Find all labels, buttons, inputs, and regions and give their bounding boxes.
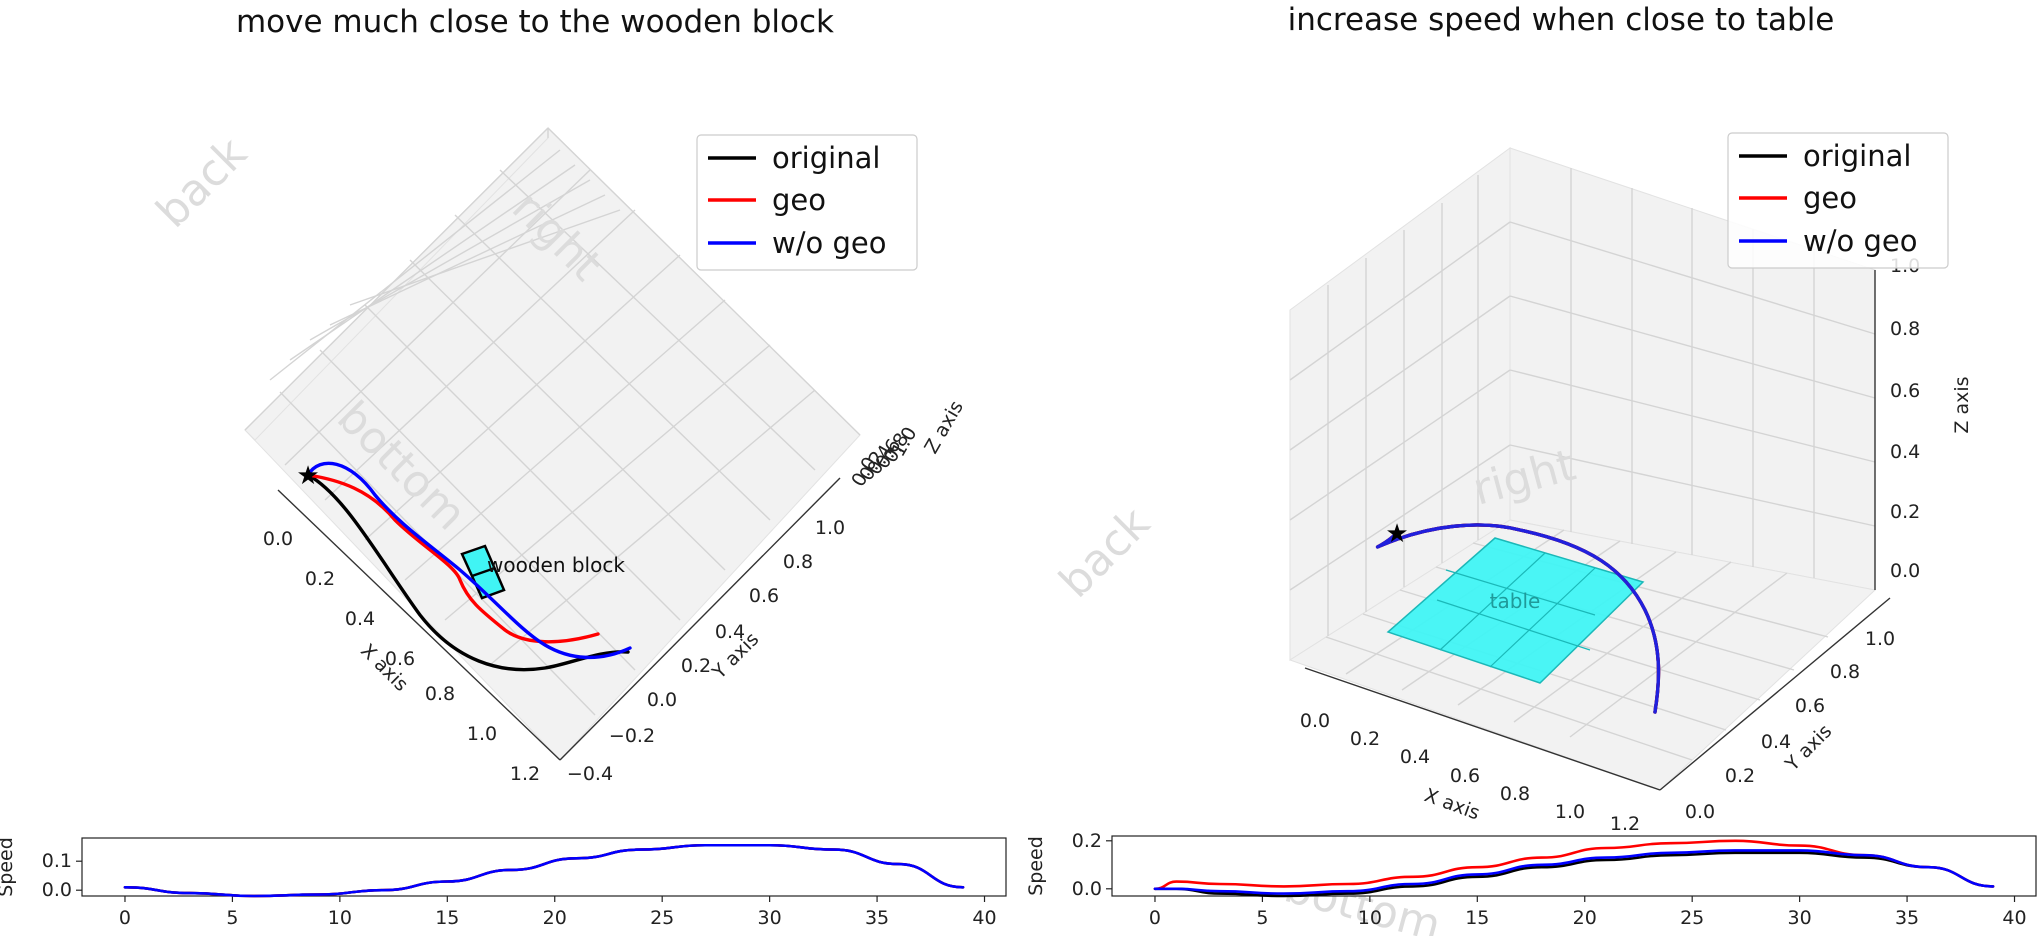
speed-left-ytick-label: 0.0 bbox=[42, 879, 72, 901]
right-y-axis-line bbox=[1659, 597, 1891, 791]
left-trace-geo bbox=[306, 473, 600, 644]
table-label: table bbox=[1490, 589, 1541, 613]
left-ytick: 0.2 bbox=[681, 655, 711, 677]
speed-left-xtick-label: 35 bbox=[865, 907, 889, 929]
left-xtick: 0.2 bbox=[305, 568, 335, 590]
speed-left-xtick-label: 30 bbox=[758, 907, 782, 929]
right-z-axis-label: Z axis bbox=[1951, 376, 1973, 433]
right-legend-label-original: original bbox=[1803, 139, 1911, 173]
right-y-ticks: 0.0 0.2 0.4 0.6 0.8 1.0 bbox=[1685, 628, 1895, 823]
right-ytick: 0.4 bbox=[1761, 731, 1791, 753]
right-legend: original geo w/o geo bbox=[1727, 132, 1949, 269]
right-xtick: 0.6 bbox=[1450, 765, 1480, 787]
speed-right-xtick-label: 30 bbox=[1788, 907, 1812, 929]
speed-left-xtick-label: 20 bbox=[543, 907, 567, 929]
speed-right-xtick-label: 10 bbox=[1358, 907, 1382, 929]
speed-left-xtick-label: 25 bbox=[650, 907, 674, 929]
speed-right-line-original bbox=[1153, 851, 1995, 898]
right-legend-label-wogeo: w/o geo bbox=[1803, 224, 1917, 258]
right-legend-label-geo: geo bbox=[1803, 181, 1857, 215]
left-start-marker-icon: ★ bbox=[296, 461, 319, 491]
left-y-axis-line bbox=[559, 477, 841, 761]
left-grid bbox=[244, 127, 861, 716]
left-xtick: 0.4 bbox=[345, 608, 375, 630]
speed-left-xtick-label: 10 bbox=[328, 907, 352, 929]
speed-right-axes-frame bbox=[1111, 835, 2037, 897]
speed-right-xtick-label: 25 bbox=[1680, 907, 1704, 929]
right-xtick: 1.0 bbox=[1555, 801, 1585, 823]
left-legend-label-wogeo: w/o geo bbox=[772, 226, 886, 260]
speed-right-xtick-label: 5 bbox=[1256, 907, 1268, 929]
right-ztick: 0.8 bbox=[1890, 318, 1920, 340]
speed-plot-right: 0 5 10 15 20 25 30 35 40 0.0 0.2 Speed bbox=[1025, 830, 2037, 929]
left-z-ticks: 0.0 0.2 0.4 0.6 0.8 1.0 bbox=[847, 423, 921, 490]
speed-left-line-wogeo bbox=[123, 843, 965, 898]
left-xtick: 1.0 bbox=[467, 723, 497, 745]
right-xtick: 0.0 bbox=[1300, 710, 1330, 732]
left-x-axis-line bbox=[277, 489, 561, 761]
right-ytick: 0.8 bbox=[1830, 661, 1860, 683]
right-trace-wogeo bbox=[1375, 523, 1661, 714]
right-ytick: 0.6 bbox=[1795, 695, 1825, 717]
right-ztick: 0.6 bbox=[1890, 380, 1920, 402]
speed-right-xtick-label: 40 bbox=[2002, 907, 2026, 929]
left-xtick: 0.0 bbox=[263, 528, 293, 550]
plot3d-left-title: move much close to the wooden block bbox=[236, 4, 834, 40]
right-xtick: 0.4 bbox=[1400, 746, 1430, 768]
left-xtick: 1.2 bbox=[510, 763, 540, 785]
right-start-marker-icon: ★ bbox=[1385, 519, 1408, 549]
right-x-axis-line bbox=[1304, 667, 1661, 791]
speed-left-xtick-label: 0 bbox=[119, 907, 131, 929]
speed-plot-left: 0 5 10 15 20 25 30 35 40 0.0 0.1 Speed bbox=[0, 837, 1007, 929]
right-ytick: 0.0 bbox=[1685, 801, 1715, 823]
speed-right-line-wogeo bbox=[1153, 849, 1995, 895]
right-xtick: 0.2 bbox=[1350, 728, 1380, 750]
speed-left-xtick-label: 40 bbox=[972, 907, 996, 929]
wooden-block-label: wooden block bbox=[487, 553, 625, 577]
left-xtick: 0.8 bbox=[425, 683, 455, 705]
right-xtick: 0.8 bbox=[1500, 783, 1530, 805]
left-trace-original bbox=[306, 473, 630, 672]
plot3d-right: increase speed when close to table bbox=[1050, 2, 1973, 936]
speed-right-xtick-label: 20 bbox=[1573, 907, 1597, 929]
right-x-ticks: 0.0 0.2 0.4 0.6 0.8 1.0 1.2 bbox=[1300, 710, 1640, 835]
left-ytick: −0.4 bbox=[567, 763, 613, 785]
speed-right-ylabel: Speed bbox=[1025, 836, 1047, 896]
table-obstacle bbox=[1386, 537, 1645, 684]
left-legend: original geo w/o geo bbox=[696, 134, 918, 271]
speed-right-xtick-label: 0 bbox=[1149, 907, 1161, 929]
left-legend-box bbox=[696, 134, 918, 271]
speed-right-xtick-label: 15 bbox=[1465, 907, 1489, 929]
right-ztick: 0.2 bbox=[1890, 501, 1920, 523]
right-xtick: 1.2 bbox=[1610, 813, 1640, 835]
left-legend-label-geo: geo bbox=[772, 183, 826, 217]
plot3d-left: move much close to the wooden block bbox=[147, 4, 968, 785]
left-trace-wogeo bbox=[306, 461, 632, 660]
left-ytick: 1.0 bbox=[815, 517, 845, 539]
right-ztick: 0.0 bbox=[1890, 560, 1920, 582]
right-ytick: 1.0 bbox=[1865, 628, 1895, 650]
speed-right-xtick-label: 35 bbox=[1895, 907, 1919, 929]
plot3d-right-title: increase speed when close to table bbox=[1288, 2, 1835, 38]
speed-left-xtick-label: 15 bbox=[435, 907, 459, 929]
left-xtick: 0.6 bbox=[385, 648, 415, 670]
left-ytick: 0.4 bbox=[715, 621, 745, 643]
left-legend-label-original: original bbox=[772, 141, 880, 175]
speed-right-ytick-label: 0.2 bbox=[1072, 830, 1102, 852]
right-legend-box bbox=[1727, 132, 1949, 269]
speed-left-axes-frame bbox=[81, 837, 1007, 897]
right-ytick: 0.2 bbox=[1725, 765, 1755, 787]
left-x-ticks: 0.0 0.2 0.4 0.6 0.8 1.0 1.2 bbox=[263, 528, 540, 785]
left-ytick: 0.8 bbox=[783, 551, 813, 573]
speed-right-ytick-label: 0.0 bbox=[1072, 878, 1102, 900]
speed-left-ylabel: Speed bbox=[0, 837, 17, 897]
left-y-ticks: −0.4 −0.2 0.0 0.2 0.4 0.6 0.8 1.0 bbox=[567, 517, 845, 785]
right-ztick: 0.4 bbox=[1890, 441, 1920, 463]
speed-left-ytick-label: 0.1 bbox=[42, 850, 72, 872]
left-ytick: 0.6 bbox=[749, 585, 779, 607]
left-ytick: 0.0 bbox=[647, 689, 677, 711]
left-ytick: −0.2 bbox=[609, 725, 655, 747]
speed-left-xtick-label: 5 bbox=[226, 907, 238, 929]
